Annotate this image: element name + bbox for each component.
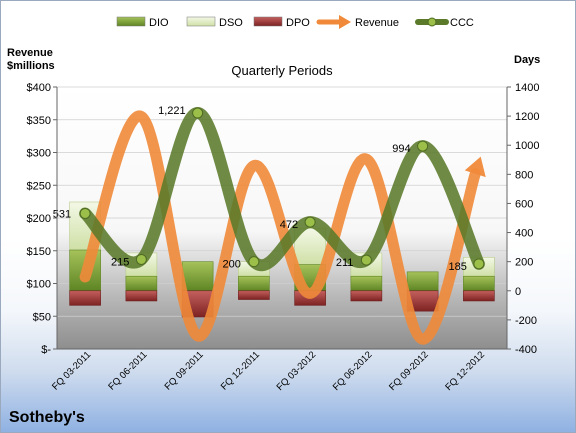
ccc-data-label: 211: [336, 257, 354, 269]
bar-dio: [406, 271, 439, 292]
left-tick-label: $400: [27, 82, 51, 94]
category-label: FQ 06-2011: [106, 349, 149, 392]
category-ticks: FQ 03-2011 FQ 06-2011 FQ 09-2011 FQ 12-2011…: [50, 349, 487, 393]
ccc-data-label: 215: [111, 256, 129, 268]
ccc-point: [192, 107, 204, 119]
right-tick-label: 400: [515, 228, 533, 240]
bar-dio: [238, 275, 270, 292]
ccc-data-label: 200: [223, 259, 241, 271]
category-label: FQ 09-2012: [387, 349, 431, 393]
ccc-data-label: 472: [280, 219, 298, 231]
right-tick-label: 800: [515, 169, 533, 181]
right-tick-label: 0: [515, 286, 521, 298]
bar-dpo: [463, 290, 495, 302]
ccc-series: [79, 107, 485, 271]
left-axis-title: Revenue: [7, 47, 53, 59]
ccc-point: [135, 253, 147, 265]
category-label: FQ 06-2012: [331, 349, 375, 393]
legend-swatch-marker: [427, 17, 437, 27]
ccc-point: [360, 254, 372, 266]
right-axis-title: Days: [514, 54, 540, 66]
right-tick-label: 1000: [515, 140, 539, 152]
right-tick-label: 600: [515, 198, 533, 210]
ccc-point: [417, 140, 429, 152]
left-tick-label: $300: [27, 148, 51, 160]
right-tick-label: 200: [515, 257, 533, 269]
bar-dpo: [238, 290, 270, 300]
left-tick-label: $100: [27, 279, 51, 291]
legend-swatch: [116, 16, 146, 27]
bar-dpo: [125, 290, 158, 302]
right-tick-label: -400: [515, 344, 537, 356]
ccc-point: [304, 216, 316, 228]
bar-dio: [181, 261, 214, 292]
bar-dpo: [69, 290, 101, 306]
revenue-arrowhead: [464, 156, 486, 178]
category-label: FQ 03-2011: [50, 349, 93, 392]
revenue-line: [79, 110, 481, 345]
ccc-point: [248, 256, 260, 268]
ccc-point: [473, 258, 485, 270]
ccc-data-label: 185: [449, 261, 467, 273]
right-axis-ticks: -400 -200 0 200 400 600 800 1000 1200 1400: [57, 82, 539, 356]
ccc-data-label: 994: [392, 143, 410, 155]
category-label: FQ 09-2011: [163, 349, 206, 392]
legend: DIO DSO DPO Revenue CCC: [116, 15, 474, 29]
category-label: FQ 12-2011: [219, 349, 262, 392]
right-tick-label: -200: [515, 315, 537, 327]
bar-dpo: [350, 290, 383, 302]
company-name: Sotheby's: [9, 409, 85, 426]
chart-title: Quarterly Periods: [231, 63, 333, 78]
left-tick-label: $-: [41, 344, 51, 356]
legend-swatch: [253, 16, 283, 27]
ccc-data-label: 531: [53, 208, 71, 220]
right-tick-label: 1200: [515, 111, 539, 123]
left-tick-label: $150: [27, 246, 51, 258]
legend-label: Revenue: [355, 17, 399, 29]
bar-dio: [350, 275, 383, 292]
legend-label: DPO: [286, 17, 310, 29]
left-tick-label: $250: [27, 180, 51, 192]
left-tick-label: $350: [27, 115, 51, 127]
left-axis-ticks: $- $50 $100 $150 $200 $250 $300 $350 $400: [27, 82, 58, 356]
bar-dio: [463, 275, 495, 292]
category-label: FQ 12-2012: [443, 349, 487, 393]
left-tick-label: $200: [27, 213, 51, 225]
right-tick-label: 1400: [515, 82, 539, 94]
legend-label: DIO: [149, 17, 169, 29]
revenue-series: [79, 110, 486, 345]
category-label: FQ 03-2012: [275, 349, 319, 393]
bar-dio: [125, 275, 158, 292]
ccc-point: [79, 207, 91, 219]
legend-label: CCC: [450, 17, 474, 29]
legend-swatch: [186, 16, 216, 27]
ccc-line: [79, 107, 485, 271]
left-axis-title-line2: $millions: [7, 60, 55, 72]
left-tick-label: $50: [33, 311, 51, 323]
legend-swatch-arrowhead: [339, 15, 351, 29]
legend-label: DSO: [219, 17, 243, 29]
ccc-data-label: 1,221: [158, 105, 186, 117]
